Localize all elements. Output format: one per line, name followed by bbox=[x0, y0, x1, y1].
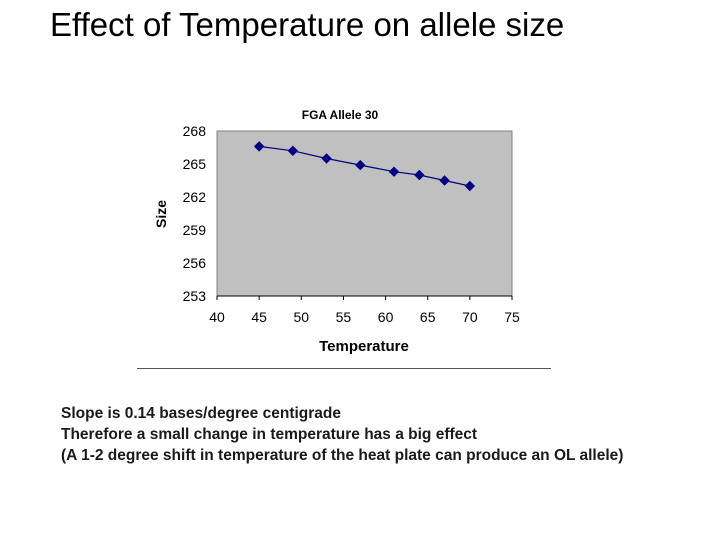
data-point bbox=[464, 180, 476, 192]
y-tick-label: 262 bbox=[183, 189, 207, 205]
chart-title: FGA Allele 30 bbox=[302, 108, 379, 122]
y-tick-label: 253 bbox=[183, 288, 207, 304]
data-point bbox=[388, 166, 400, 177]
y-tick-label: 259 bbox=[183, 222, 207, 238]
x-tick-label: 70 bbox=[462, 309, 478, 325]
data-point bbox=[287, 145, 299, 157]
y-tick-label: 268 bbox=[183, 123, 207, 139]
x-tick-label: 40 bbox=[209, 309, 225, 325]
divider-line bbox=[137, 368, 551, 369]
x-tick-label: 75 bbox=[504, 309, 520, 325]
note-line-shift: (A 1-2 degree shift in temperature of th… bbox=[61, 447, 624, 464]
data-point bbox=[321, 153, 332, 164]
x-tick-label: 60 bbox=[378, 309, 394, 325]
data-point bbox=[253, 141, 265, 152]
y-axis-label: Size bbox=[153, 200, 169, 228]
x-tick-label: 65 bbox=[420, 309, 436, 325]
x-axis-label: Temperature bbox=[319, 338, 409, 355]
x-tick-label: 50 bbox=[293, 309, 309, 325]
note-line-slope: Slope is 0.14 bases/degree centigrade bbox=[61, 405, 341, 422]
slide-notes: Slope is 0.14 bases/degree centigrade Th… bbox=[61, 403, 623, 466]
note-line-effect: Therefore a small change in temperature … bbox=[61, 426, 478, 443]
x-tick-label: 55 bbox=[336, 309, 352, 325]
data-point bbox=[439, 175, 450, 186]
data-point bbox=[355, 159, 366, 171]
data-point bbox=[414, 169, 425, 181]
slide-title: Effect of Temperature on allele size bbox=[50, 6, 565, 43]
y-tick-label: 265 bbox=[183, 156, 207, 172]
plot-area bbox=[216, 130, 513, 297]
x-tick-label: 45 bbox=[251, 309, 267, 325]
y-tick-label: 256 bbox=[183, 255, 207, 271]
